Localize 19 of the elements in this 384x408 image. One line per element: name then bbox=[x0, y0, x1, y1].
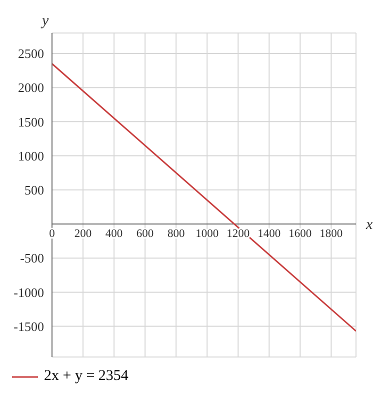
x-tick-label: 200 bbox=[74, 228, 92, 240]
y-tick-label: -1500 bbox=[14, 318, 44, 334]
x-tick-label: 1600 bbox=[288, 228, 312, 240]
y-tick-label: 2500 bbox=[18, 46, 44, 62]
x-tick-label: 400 bbox=[105, 228, 123, 240]
legend-label: 2x + y = 2354 bbox=[44, 368, 128, 385]
x-axis-title: x bbox=[365, 216, 373, 233]
y-tick-label: 500 bbox=[24, 182, 44, 198]
x-tick-label: 1000 bbox=[196, 228, 219, 240]
y-tick-label: 1000 bbox=[18, 148, 44, 164]
x-tick-label: 600 bbox=[136, 228, 154, 240]
y-tick-label: 2000 bbox=[18, 80, 44, 96]
y-tick-label: -500 bbox=[20, 250, 44, 266]
x-tick-label: 1400 bbox=[258, 228, 281, 240]
x-tick-label: 1800 bbox=[320, 228, 343, 240]
y-tick-label: 1500 bbox=[18, 114, 44, 130]
x-tick-label: 800 bbox=[167, 228, 185, 240]
y-axis-title: y bbox=[40, 13, 49, 29]
y-tick-label: -1000 bbox=[14, 284, 44, 300]
